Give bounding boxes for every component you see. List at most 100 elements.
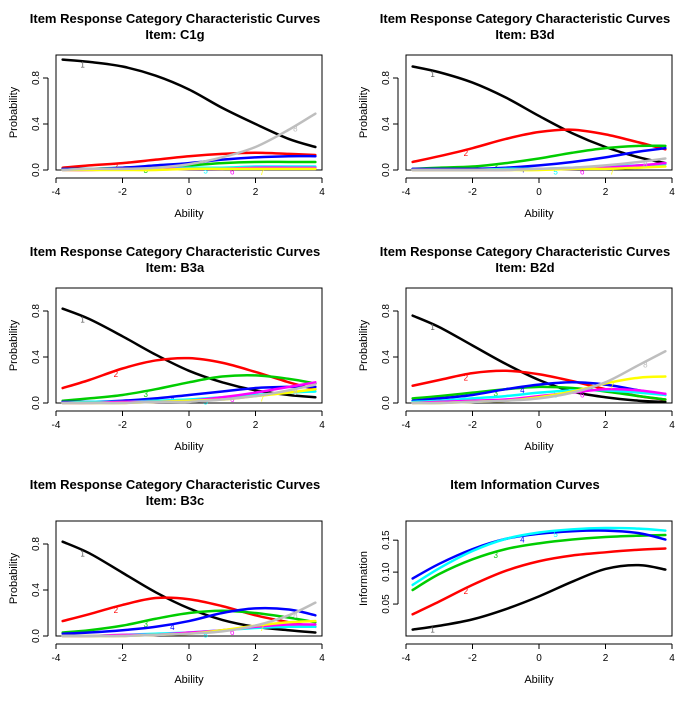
series-line-8 [411,350,667,405]
series-line-3 [61,374,317,402]
series-label: 3 [144,390,149,399]
x-tick-label: 4 [319,420,325,431]
series-label: 5 [203,167,208,176]
x-tick-label: -2 [118,653,127,664]
series-line-8 [61,383,317,405]
x-tick-label: 2 [253,420,259,431]
series-label: 4 [520,535,525,544]
y-tick-label: 0.10 [381,562,392,582]
x-tick-label: 0 [186,653,192,664]
plot-frame [55,287,323,404]
y-tick-label: 0.4 [31,583,42,597]
y-tick-label: 0.4 [31,117,42,131]
series-line-1 [411,563,667,631]
series-line-3 [411,385,667,401]
x-tick-label: -2 [118,420,127,431]
series-label: 7 [260,168,265,177]
series-label: 1 [430,323,435,332]
series-label: 8 [293,611,298,620]
x-tick-label: -4 [52,420,61,431]
series-label: 8 [293,388,298,397]
series-label: 3 [494,389,499,398]
y-tick-label: 0.0 [381,396,392,410]
x-axis-label: Ability [524,674,554,686]
series-label: 6 [580,391,585,400]
series-line-8 [61,601,317,638]
series-line-2 [61,151,317,169]
y-axis-label: Information [358,551,370,606]
series-line-2 [61,596,317,629]
x-tick-label: 0 [186,420,192,431]
series-label: 1 [80,549,85,558]
series-line-1 [61,307,317,399]
y-tick-label: 0.8 [31,71,42,85]
y-tick-label: 0.8 [381,304,392,318]
series-line-2 [411,547,667,616]
chart-subtitle: Item: B3d [495,27,554,42]
x-tick-label: 0 [536,187,542,198]
x-axis-label: Ability [174,208,204,220]
x-tick-label: 4 [669,187,675,198]
x-tick-label: 2 [253,187,259,198]
x-tick-label: 4 [669,420,675,431]
series-label: 2 [464,373,469,382]
plot-frame [405,287,673,404]
series-label: 3 [144,620,149,629]
chart-item-information: Item Information Curves -4 -2 0 2 4 0.05 0.10 0.… [358,477,675,686]
chart-title: Item Response Category Characteristic Cu… [30,244,320,259]
series-label: 2 [114,370,119,379]
series-label: 7 [260,624,265,633]
chart-panel-information: Item Information Curves -4 -2 0 2 4 0.05 0.10 0.… [350,466,700,699]
series-line-4 [411,529,667,580]
x-tick-label: -4 [52,653,61,664]
chart-panel-b3a: Item Response Category Characteristic Cu… [0,233,350,466]
series-label: 1 [430,626,435,635]
series-label: 2 [114,606,119,615]
y-axis-label: Probability [358,319,370,371]
y-axis-label: Probability [358,86,370,138]
series-line-1 [61,540,317,634]
x-tick-label: 0 [536,420,542,431]
chart-title: Item Response Category Characteristic Cu… [30,11,320,26]
y-tick-label: 0.8 [31,537,42,551]
x-tick-label: 4 [319,187,325,198]
series-label: 5 [203,630,208,639]
x-tick-label: -4 [402,420,411,431]
x-tick-label: 0 [536,653,542,664]
chart-subtitle: Item: B3c [146,493,205,508]
series-label: 3 [494,551,499,560]
y-tick-label: 0.0 [381,163,392,177]
series-label: 4 [520,386,525,395]
x-tick-label: 0 [186,187,192,198]
series-line-5 [411,526,667,587]
series-label: 5 [553,167,558,176]
series-label: 5 [553,530,558,539]
x-axis-label: Ability [524,208,554,220]
chart-b3c: Item Response Category Characteristic Cu… [8,477,325,686]
chart-panel-b3d: Item Response Category Characteristic Cu… [350,0,700,233]
chart-title: Item Response Category Characteristic Cu… [30,477,320,492]
series-line-3 [61,609,317,634]
x-tick-label: 4 [669,653,675,664]
x-tick-label: 2 [603,420,609,431]
y-tick-label: 0.05 [381,594,392,614]
x-tick-label: 2 [253,653,259,664]
chart-panel-c1g: Item Response Category Characteristic Cu… [0,0,350,233]
chart-c1g: Item Response Category Characteristic Cu… [8,11,325,220]
x-tick-label: -4 [52,187,61,198]
x-tick-label: -2 [468,653,477,664]
series-label: 8 [643,361,648,370]
series-label: 8 [643,160,648,169]
x-axis-label: Ability [174,674,204,686]
x-tick-label: 4 [319,653,325,664]
series-line-4 [61,606,317,635]
series-label: 4 [170,623,175,632]
chart-panel-b3c: Item Response Category Characteristic Cu… [0,466,350,699]
y-axis-label: Probability [8,552,20,604]
series-line-3 [411,533,667,592]
series-line-1 [61,58,317,149]
chart-subtitle: Item: C1g [145,27,204,42]
y-axis-label: Probability [8,86,20,138]
x-tick-label: -4 [402,187,411,198]
